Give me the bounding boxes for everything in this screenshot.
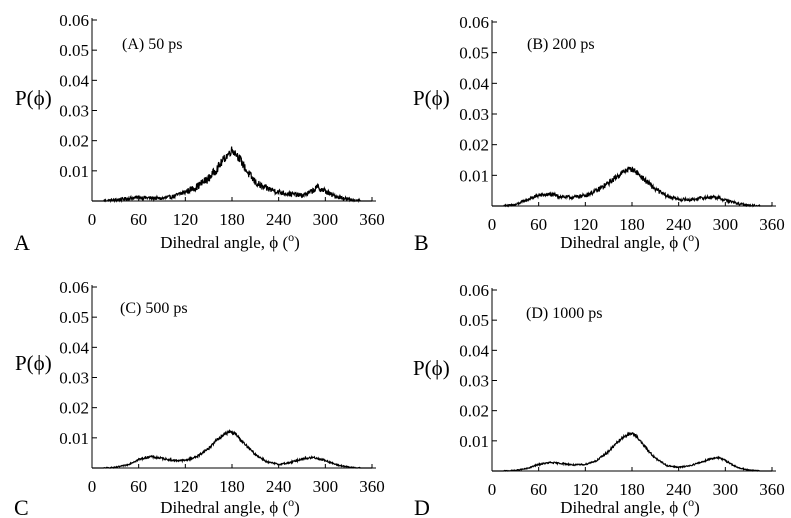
x-tick-label: 0 bbox=[488, 215, 497, 234]
x-tick-label: 120 bbox=[173, 477, 199, 496]
x-axis-label: Dihedral angle, ϕ (o) bbox=[160, 230, 300, 252]
x-tick-label: 120 bbox=[573, 480, 599, 499]
y-tick-label: 0.01 bbox=[59, 429, 89, 448]
y-tick-label: 0.06 bbox=[59, 278, 89, 297]
x-tick-label: 0 bbox=[88, 210, 97, 229]
x-tick-label: 180 bbox=[219, 477, 245, 496]
panel-annotation: (D) 1000 ps bbox=[526, 305, 602, 322]
x-tick-label: 60 bbox=[530, 215, 547, 234]
x-tick-label: 240 bbox=[266, 210, 292, 229]
y-axis-label: P(ϕ) bbox=[15, 351, 52, 375]
y-tick-label: 0.05 bbox=[59, 41, 89, 60]
y-tick-label: 0.03 bbox=[59, 102, 89, 121]
y-tick-label: 0.02 bbox=[459, 402, 489, 421]
x-tick-label: 60 bbox=[530, 480, 547, 499]
series-line bbox=[492, 166, 772, 208]
x-axis-label: Dihedral angle, ϕ (o) bbox=[160, 495, 300, 517]
y-tick-label: 0.05 bbox=[459, 44, 489, 63]
y-tick-label: 0.02 bbox=[459, 136, 489, 155]
y-tick-label: 0.03 bbox=[459, 105, 489, 124]
y-tick-label: 0.02 bbox=[59, 132, 89, 151]
y-tick-label: 0.05 bbox=[59, 308, 89, 327]
panel-d: 0.01 0.02 0.03 0.04 0.05 0.06 0 60 120 180 240 300 3… bbox=[413, 281, 785, 518]
y-tick-label: 0.02 bbox=[59, 399, 89, 418]
y-axis-label: P(ϕ) bbox=[413, 86, 450, 110]
y-axis-label: P(ϕ) bbox=[413, 356, 450, 380]
x-tick-label: 300 bbox=[313, 477, 339, 496]
y-tick-label: 0.03 bbox=[59, 369, 89, 388]
x-tick-label: 240 bbox=[666, 215, 692, 234]
panel-c: 0.01 0.02 0.03 0.04 0.05 0.06 0 60 120 180 240 300 3… bbox=[14, 278, 385, 518]
y-tick-label: 0.04 bbox=[459, 341, 489, 360]
series-line bbox=[492, 431, 772, 472]
y-axis-label: P(ϕ) bbox=[15, 86, 52, 110]
y-tick-label: 0.06 bbox=[459, 281, 489, 300]
x-axis-label: Dihedral angle, ϕ (o) bbox=[560, 230, 700, 252]
x-tick-label: 120 bbox=[173, 210, 199, 229]
panel-b: 0.01 0.02 0.03 0.04 0.05 0.06 0 60 120 180 240 300 3… bbox=[413, 13, 785, 255]
x-tick-label: 360 bbox=[359, 210, 385, 229]
x-tick-label: 300 bbox=[313, 210, 339, 229]
panel-letter: D bbox=[414, 495, 430, 518]
x-tick-label: 180 bbox=[619, 480, 645, 499]
x-tick-label: 240 bbox=[266, 477, 292, 496]
y-tick-label: 0.01 bbox=[459, 432, 489, 451]
series-line bbox=[92, 428, 372, 469]
y-tick-label: 0.03 bbox=[459, 372, 489, 391]
x-tick-label: 240 bbox=[666, 480, 692, 499]
panel-a: 0.01 0.02 0.03 0.04 0.05 0.06 0 60 120 180 240 300 3… bbox=[14, 11, 385, 255]
y-tick-label: 0.05 bbox=[459, 311, 489, 330]
y-tick-label: 0.06 bbox=[459, 13, 489, 32]
x-axis-label: Dihedral angle, ϕ (o) bbox=[560, 495, 700, 517]
y-tick-label: 0.01 bbox=[59, 162, 89, 181]
panel-annotation: (B) 200 ps bbox=[527, 36, 595, 53]
panel-annotation: (A) 50 ps bbox=[122, 36, 182, 53]
x-tick-label: 60 bbox=[130, 477, 147, 496]
x-tick-label: 120 bbox=[573, 215, 599, 234]
series-line bbox=[92, 146, 372, 204]
x-tick-label: 180 bbox=[219, 210, 245, 229]
y-tick-label: 0.04 bbox=[59, 338, 89, 357]
y-tick-label: 0.06 bbox=[59, 11, 89, 30]
x-tick-label: 180 bbox=[619, 215, 645, 234]
x-tick-label: 360 bbox=[759, 215, 785, 234]
panel-letter: A bbox=[14, 230, 30, 255]
panel-annotation: (C) 500 ps bbox=[120, 300, 188, 317]
x-tick-label: 0 bbox=[488, 480, 497, 499]
x-tick-label: 300 bbox=[713, 215, 739, 234]
y-tick-label: 0.04 bbox=[459, 74, 489, 93]
panel-letter: B bbox=[414, 230, 429, 255]
x-tick-label: 300 bbox=[713, 480, 739, 499]
panel-letter: C bbox=[14, 495, 29, 518]
x-tick-label: 360 bbox=[359, 477, 385, 496]
x-tick-label: 0 bbox=[88, 477, 97, 496]
y-tick-label: 0.01 bbox=[459, 166, 489, 185]
x-tick-label: 60 bbox=[130, 210, 147, 229]
y-tick-label: 0.04 bbox=[59, 71, 89, 90]
x-tick-label: 360 bbox=[759, 480, 785, 499]
